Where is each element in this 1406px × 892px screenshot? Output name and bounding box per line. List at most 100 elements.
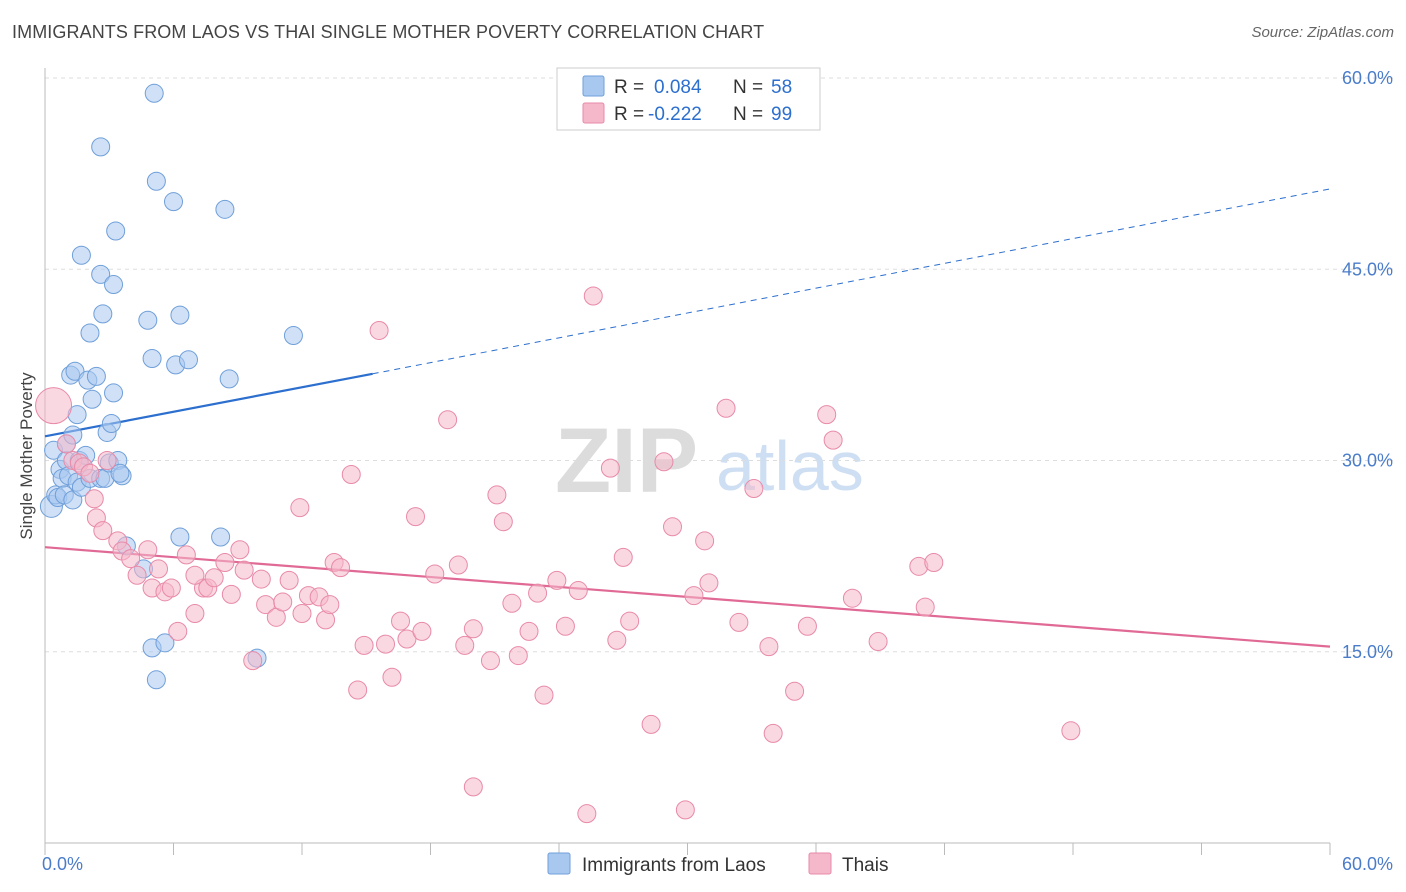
thais-point [93,521,113,541]
legend-label-laos: Immigrants from Laos [582,855,766,876]
laos-point [142,349,162,368]
laos-point [86,366,106,386]
stats-n-value-2: 99 [771,104,792,125]
laos-point [146,670,166,690]
thais-point [487,485,507,505]
thais-point [448,555,468,575]
thais-point [797,616,817,636]
stats-r-label-2: R = [614,104,644,125]
thais-point [502,593,522,613]
laos-point [91,137,111,157]
laos-point [101,414,121,434]
y-tick-label: 60.0% [1342,68,1393,88]
laos-point [215,199,235,219]
laos-point [170,527,190,547]
thais-point [493,512,513,532]
thais-point [620,611,640,631]
thais-point [121,549,141,569]
thais-point [425,564,445,584]
thais-point [823,430,843,450]
y-tick-label: 45.0% [1342,259,1393,279]
stats-n-label-1: N = [733,77,763,98]
thais-point [868,632,888,652]
laos-point [211,527,231,547]
legend-swatch-laos [547,852,571,875]
thais-point [234,560,254,580]
laos-trend-line [44,372,373,438]
thais-point [519,621,539,641]
thais-point [480,651,500,671]
thais-point [243,651,263,671]
thais-point [348,680,368,700]
thais-point [354,635,374,655]
thais-point [759,637,779,657]
thais-point [412,621,432,641]
thais-point [583,286,603,306]
stats-n-label-2: N = [733,104,763,125]
laos-point [91,264,111,284]
laos-point [71,245,91,265]
x-tick-label-min: 0.0% [42,854,83,874]
stats-legend-blue-swatch [582,75,605,97]
thais-point [204,568,224,588]
watermark-zip: ZIP [555,410,698,512]
thais-point [607,630,627,650]
laos-point [104,383,124,403]
thais-point [699,573,719,593]
thais-point [528,583,548,603]
laos-point [138,310,158,330]
thais-point [292,604,312,623]
thais-point [785,681,805,701]
thais-point [675,800,695,820]
laos-point [110,463,130,483]
laos-point [146,171,166,191]
laos-point [283,326,303,346]
thais-point [138,540,158,560]
stats-n-value-1: 58 [771,77,792,98]
laos-point [219,369,239,389]
thais-point [56,434,76,454]
thais-point [716,398,736,418]
laos-point [80,323,100,343]
y-tick-label: 30.0% [1342,451,1393,471]
thais-point [251,569,271,589]
thais-point [915,597,935,617]
thais-point [613,547,633,567]
legend-label-thais: Thais [842,855,888,876]
thais-point [185,565,205,585]
laos-point [104,275,124,295]
thais-point [279,570,299,590]
laos-trend-extension [372,188,1331,375]
series-legend: Immigrants from Laos Thais [547,852,888,876]
thais-point [654,452,674,472]
laos-point [93,304,113,324]
thais-point [369,320,389,340]
data-points [35,83,1081,824]
laos-point [178,350,198,370]
thais-point [161,578,181,598]
thais-point [127,565,147,585]
thais-point [290,498,310,518]
laos-point [155,633,175,653]
thais-point [406,507,426,527]
laos-point [106,221,126,241]
thais-point [547,570,567,590]
thais-point [455,635,475,655]
thais-point [1061,721,1081,741]
thais-point [729,612,749,632]
thais-point [924,553,944,572]
x-tick-label-max: 60.0% [1342,854,1393,874]
laos-point [170,305,190,325]
thais-point [382,667,402,687]
thais-point [97,451,117,470]
thais-point [35,387,73,425]
laos-point [82,389,102,409]
thais-point [842,588,862,608]
thais-point [376,634,396,654]
thais-point [168,621,188,641]
thais-point [341,465,361,485]
stats-r-label-1: R = [614,77,644,98]
stats-legend: R = 0.084 N = 58 R = -0.222 N = 99 [556,67,821,131]
thais-point [555,616,575,636]
